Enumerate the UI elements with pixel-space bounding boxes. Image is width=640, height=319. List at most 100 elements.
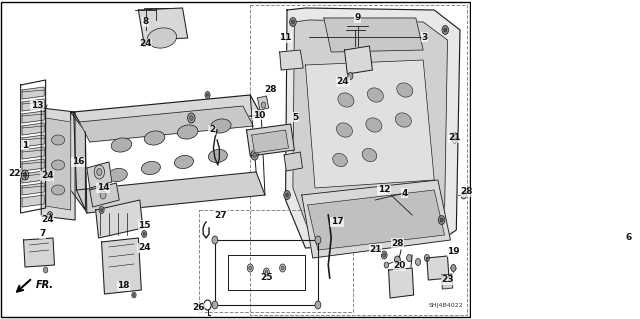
Circle shape [440,218,443,222]
Bar [198,210,353,312]
Polygon shape [344,46,372,74]
Ellipse shape [333,153,348,167]
Ellipse shape [51,135,65,145]
Text: 21: 21 [448,133,461,143]
Polygon shape [74,95,261,132]
Text: FR.: FR. [35,280,53,290]
Text: 22: 22 [8,168,21,177]
Polygon shape [22,111,44,123]
Circle shape [49,174,51,176]
Circle shape [47,211,52,219]
Circle shape [406,255,412,262]
Circle shape [315,301,321,309]
Circle shape [212,301,218,309]
Circle shape [442,26,449,34]
Circle shape [264,268,269,276]
Polygon shape [102,238,141,294]
Ellipse shape [175,155,193,168]
Polygon shape [442,274,452,289]
Text: 2: 2 [209,125,215,135]
Ellipse shape [367,88,383,102]
Bar [250,5,467,315]
Polygon shape [22,87,44,99]
Circle shape [212,236,218,244]
Polygon shape [427,256,449,280]
Text: 24: 24 [140,40,152,48]
Circle shape [188,113,195,123]
Ellipse shape [397,83,413,97]
Circle shape [424,255,429,262]
Text: 21: 21 [369,244,381,254]
Polygon shape [257,96,269,110]
Text: 15: 15 [138,220,150,229]
Text: 24: 24 [337,78,349,86]
Ellipse shape [147,28,177,48]
Ellipse shape [366,118,382,132]
Polygon shape [77,172,265,213]
Text: 20: 20 [394,262,406,271]
Ellipse shape [144,131,165,145]
Ellipse shape [208,149,227,163]
Polygon shape [22,135,44,147]
Text: 5: 5 [292,113,299,122]
Circle shape [291,20,294,24]
Circle shape [94,165,104,179]
Circle shape [384,262,388,268]
Ellipse shape [211,119,231,133]
Circle shape [99,206,104,213]
Text: 28: 28 [391,239,404,248]
Ellipse shape [108,168,127,182]
Text: 23: 23 [441,276,454,285]
Circle shape [49,213,51,217]
Circle shape [253,152,257,158]
Ellipse shape [111,138,132,152]
Polygon shape [301,180,451,258]
Ellipse shape [362,148,377,162]
Text: SHJ4B4022: SHJ4B4022 [429,303,463,308]
Circle shape [143,233,145,235]
Text: 27: 27 [214,211,227,219]
Circle shape [205,92,210,99]
Text: 24: 24 [41,216,53,225]
Circle shape [281,266,284,270]
Text: 6: 6 [625,234,632,242]
Circle shape [453,136,457,140]
Circle shape [23,173,27,177]
Circle shape [47,172,52,179]
Circle shape [284,190,291,199]
Ellipse shape [51,185,65,195]
Circle shape [348,72,353,79]
Text: 11: 11 [279,33,292,42]
Text: 16: 16 [72,158,84,167]
Circle shape [207,93,209,97]
Circle shape [261,102,266,108]
Circle shape [383,253,386,257]
Circle shape [143,41,145,44]
Circle shape [285,193,289,197]
Ellipse shape [141,161,161,174]
Polygon shape [22,99,44,111]
Text: 18: 18 [117,281,130,291]
Polygon shape [22,159,44,171]
Polygon shape [280,50,303,70]
Bar [215,240,318,305]
Circle shape [415,258,420,265]
Text: 25: 25 [260,273,273,283]
Circle shape [280,264,285,272]
Polygon shape [285,8,460,248]
Polygon shape [22,195,44,207]
Polygon shape [22,183,44,195]
Polygon shape [138,8,188,40]
Circle shape [21,170,29,180]
Circle shape [394,256,401,264]
Circle shape [290,18,296,26]
Circle shape [249,266,252,270]
Polygon shape [41,108,75,220]
Text: 8: 8 [143,18,149,26]
Circle shape [44,267,48,273]
Text: 12: 12 [378,186,390,195]
Ellipse shape [337,123,353,137]
Polygon shape [87,162,112,188]
Circle shape [247,264,253,272]
Text: 1: 1 [22,140,28,150]
